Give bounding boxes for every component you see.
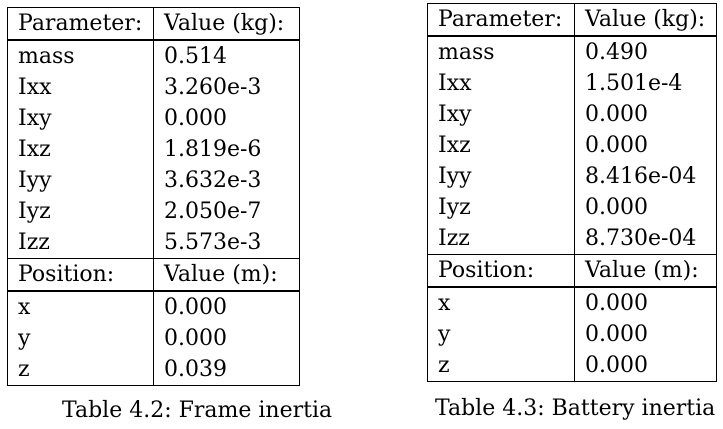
- table-row: Ixx 1.501e-4: [427, 68, 717, 99]
- parameter-cell: x: [427, 286, 575, 319]
- battery-inertia-caption: Table 4.3: Battery inertia: [435, 396, 716, 421]
- parameter-cell: Iyz: [7, 196, 154, 227]
- value-cell: 0.000: [574, 130, 717, 161]
- value-cell: 0.000: [574, 350, 717, 382]
- parameter-cell: Ixz: [7, 134, 154, 165]
- parameter-cell: Parameter:: [427, 3, 575, 37]
- frame-inertia-table: Parameter: Value (kg): mass 0.514 Ixx 3.260e-…: [7, 7, 300, 386]
- value-cell: 3.260e-3: [153, 72, 300, 103]
- table-row: Iyz 0.000: [427, 192, 717, 223]
- table-row: mass 0.490: [427, 35, 717, 68]
- value-cell: 0.000: [153, 290, 300, 323]
- parameter-cell: mass: [427, 35, 575, 68]
- parameter-cell: Ixx: [427, 68, 575, 99]
- value-cell: 1.501e-4: [574, 68, 717, 99]
- frame-inertia-caption: Table 4.2: Frame inertia: [62, 398, 333, 423]
- table-row: Ixz 1.819e-6: [7, 134, 300, 165]
- table-row: Iyy 3.632e-3: [7, 165, 300, 196]
- value-cell: 0.490: [574, 35, 717, 68]
- parameter-cell: mass: [7, 39, 154, 72]
- value-cell: 0.000: [574, 319, 717, 350]
- mass-header-row: Parameter: Value (kg):: [7, 7, 300, 41]
- parameter-cell: Iyy: [7, 165, 154, 196]
- table-row: z 0.039: [7, 354, 300, 386]
- position-header-row: Position: Value (m):: [427, 254, 717, 288]
- parameter-cell: y: [7, 323, 154, 354]
- parameter-cell: Ixz: [427, 130, 575, 161]
- frame-inertia-body: Parameter: Value (kg): mass 0.514 Ixx 3.260e-…: [7, 7, 300, 386]
- parameter-cell: Ixy: [7, 103, 154, 134]
- table-row: Iyy 8.416e-04: [427, 161, 717, 192]
- value-cell: 0.000: [153, 103, 300, 134]
- table-row: x 0.000: [427, 286, 717, 319]
- parameter-cell: Position:: [427, 254, 575, 288]
- value-cell: 3.632e-3: [153, 165, 300, 196]
- value-cell: 8.416e-04: [574, 161, 717, 192]
- value-cell: Value (kg):: [574, 3, 717, 37]
- value-cell: Value (m):: [153, 258, 300, 292]
- battery-inertia-body: Parameter: Value (kg): mass 0.490 Ixx 1.501e-…: [427, 3, 717, 382]
- table-row: Izz 8.730e-04: [427, 223, 717, 255]
- value-cell: Value (kg):: [153, 7, 300, 41]
- value-cell: 1.819e-6: [153, 134, 300, 165]
- value-cell: 0.514: [153, 39, 300, 72]
- table-row: Ixx 3.260e-3: [7, 72, 300, 103]
- parameter-cell: y: [427, 319, 575, 350]
- table-row: Ixy 0.000: [427, 99, 717, 130]
- value-cell: Value (m):: [574, 254, 717, 288]
- table-row: Iyz 2.050e-7: [7, 196, 300, 227]
- parameter-cell: Ixx: [7, 72, 154, 103]
- value-cell: 0.000: [574, 192, 717, 223]
- parameter-cell: Izz: [7, 227, 154, 259]
- position-header-row: Position: Value (m):: [7, 258, 300, 292]
- value-cell: 5.573e-3: [153, 227, 300, 259]
- parameter-cell: z: [7, 354, 154, 386]
- value-cell: 2.050e-7: [153, 196, 300, 227]
- parameter-cell: x: [7, 290, 154, 323]
- value-cell: 0.000: [574, 286, 717, 319]
- parameter-cell: Izz: [427, 223, 575, 255]
- parameter-cell: Iyz: [427, 192, 575, 223]
- parameter-cell: z: [427, 350, 575, 382]
- table-row: y 0.000: [7, 323, 300, 354]
- value-cell: 8.730e-04: [574, 223, 717, 255]
- value-cell: 0.000: [574, 99, 717, 130]
- table-row: mass 0.514: [7, 39, 300, 72]
- table-row: Ixz 0.000: [427, 130, 717, 161]
- parameter-cell: Iyy: [427, 161, 575, 192]
- value-cell: 0.039: [153, 354, 300, 386]
- parameter-cell: Ixy: [427, 99, 575, 130]
- battery-inertia-table: Parameter: Value (kg): mass 0.490 Ixx 1.501e-…: [427, 3, 717, 382]
- table-row: y 0.000: [427, 319, 717, 350]
- value-cell: 0.000: [153, 323, 300, 354]
- mass-header-row: Parameter: Value (kg):: [427, 3, 717, 37]
- table-row: x 0.000: [7, 290, 300, 323]
- parameter-cell: Parameter:: [7, 7, 154, 41]
- table-row: z 0.000: [427, 350, 717, 382]
- table-row: Ixy 0.000: [7, 103, 300, 134]
- parameter-cell: Position:: [7, 258, 154, 292]
- table-row: Izz 5.573e-3: [7, 227, 300, 259]
